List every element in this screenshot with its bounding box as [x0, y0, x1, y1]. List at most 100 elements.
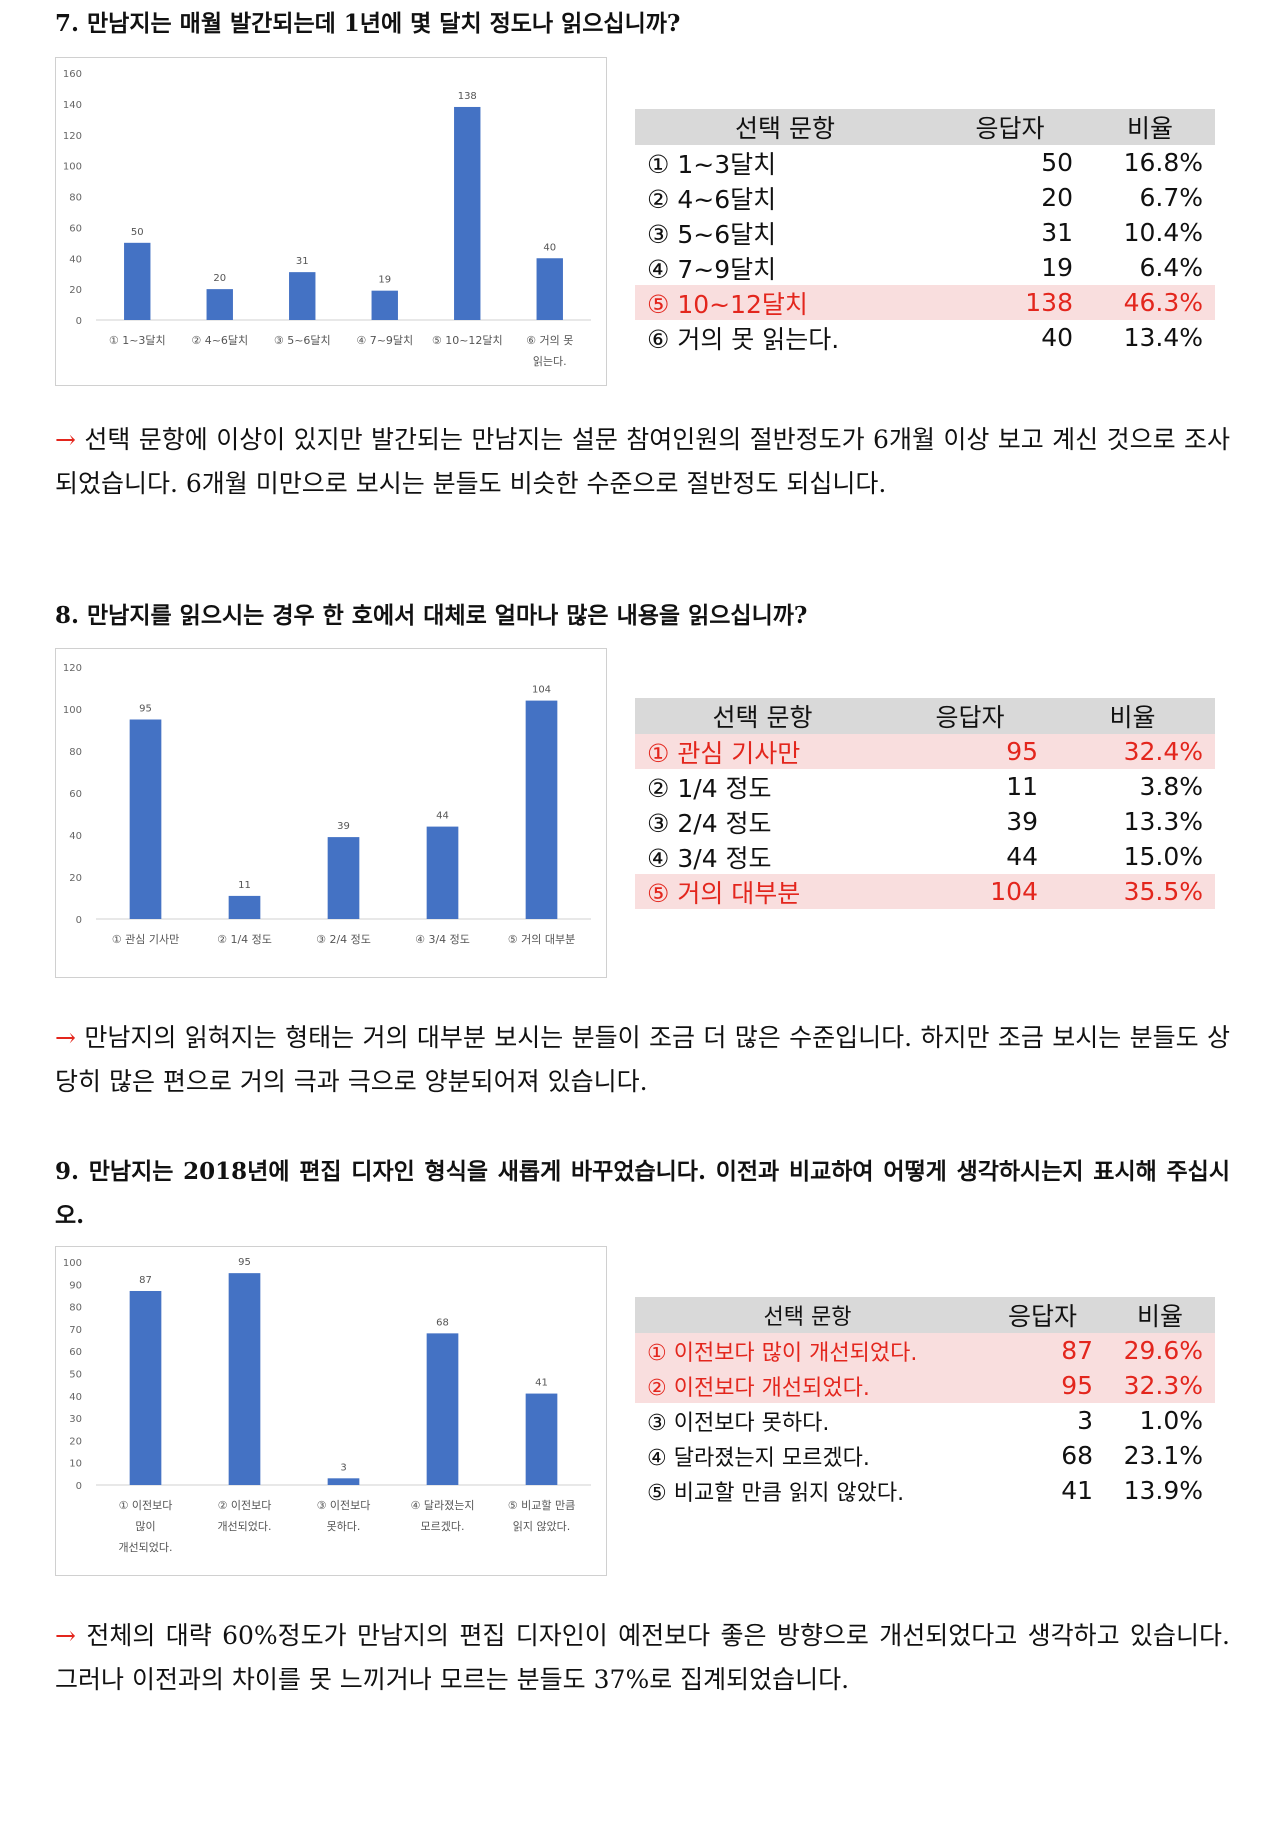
x-tick-label: ② 4~6달치	[191, 334, 248, 347]
row-count: 11	[1006, 772, 1038, 801]
y-tick-label: 40	[69, 831, 82, 842]
row-count: 44	[1006, 842, 1038, 871]
table-header: 선택 문항 응답자 비율	[635, 698, 1215, 734]
bar	[426, 1333, 459, 1485]
row-option: ② 4~6달치	[647, 184, 777, 214]
row-ratio: 1.0%	[1139, 1406, 1203, 1435]
x-tick-label: 개선되었다.	[118, 1541, 172, 1554]
question-7-table: 선택 문항 응답자 비율 ① 1~3달치 50 16.8% ② 4~6달치 20 6.7% ③ 5…	[635, 109, 1215, 355]
data-label: 20	[213, 273, 226, 284]
y-tick-label: 140	[63, 100, 82, 111]
row-option: ⑥ 거의 못 읽는다.	[647, 324, 840, 354]
question-7-comment: → 선택 문항에 이상이 있지만 발간되는 만남지는 설문 참여인원의 절반정도…	[55, 418, 1230, 506]
bar	[327, 837, 360, 919]
data-label: 95	[139, 704, 152, 715]
data-label: 95	[238, 1257, 251, 1268]
header-count: 응답자	[1007, 1302, 1077, 1331]
y-tick-label: 100	[63, 1258, 82, 1269]
row-option: ① 1~3달치	[647, 149, 777, 179]
header-ratio: 비율	[1136, 1302, 1183, 1331]
table-row: ② 이전보다 개선되었다. 95 32.3%	[635, 1368, 1215, 1403]
x-tick-label: ④ 3/4 정도	[415, 933, 470, 946]
y-tick-label: 40	[69, 1392, 82, 1403]
bar	[206, 289, 233, 320]
row-count: 19	[1041, 253, 1073, 282]
x-tick-label: ③ 이전보다	[317, 1499, 371, 1512]
y-tick-label: 0	[76, 1481, 82, 1492]
x-tick-label: 읽는다.	[533, 355, 567, 368]
y-tick-label: 80	[69, 1303, 82, 1314]
row-ratio: 13.9%	[1123, 1476, 1203, 1505]
bar	[525, 1393, 558, 1485]
question-7-chart: 0 20 40 60 80 100 120 140 160 50 ① 1~3달치 20 ② 4~6달치 3…	[55, 57, 607, 386]
question-9-chart: 0 10 20 30 40 50 60 70 80 90 100 87 ① 이전보다 많이 개선되었다. 95…	[55, 1246, 607, 1576]
x-tick-label: ① 1~3달치	[109, 334, 166, 347]
row-ratio: 6.4%	[1139, 253, 1203, 282]
table-row: ③ 5~6달치 31 10.4%	[635, 215, 1215, 250]
bar	[124, 242, 151, 320]
row-count: 20	[1041, 183, 1073, 212]
y-tick-label: 80	[69, 193, 82, 204]
y-tick-label: 160	[63, 69, 82, 80]
y-tick-label: 120	[63, 131, 82, 142]
y-tick-label: 20	[69, 1436, 82, 1447]
row-ratio: 13.4%	[1123, 323, 1203, 352]
y-tick-label: 10	[69, 1459, 82, 1470]
y-tick-label: 20	[69, 285, 82, 296]
data-label: 138	[458, 91, 477, 102]
row-option: ① 이전보다 많이 개선되었다.	[647, 1340, 918, 1366]
row-option: ③ 이전보다 못하다.	[647, 1410, 830, 1436]
row-count: 39	[1006, 807, 1038, 836]
bar	[228, 1273, 261, 1485]
x-tick-label: 많이	[135, 1520, 155, 1533]
row-count: 41	[1061, 1476, 1093, 1505]
row-option: ② 이전보다 개선되었다.	[647, 1375, 870, 1401]
x-tick-label: ② 1/4 정도	[217, 933, 272, 946]
x-tick-label: ② 이전보다	[218, 1499, 272, 1512]
bar	[129, 1290, 162, 1485]
row-ratio: 10.4%	[1123, 218, 1203, 247]
y-tick-label: 30	[69, 1414, 82, 1425]
header-option: 선택 문항	[712, 703, 813, 732]
row-option: ② 1/4 정도	[647, 773, 772, 803]
row-ratio: 32.3%	[1123, 1371, 1203, 1400]
y-tick-label: 0	[76, 316, 82, 327]
row-ratio: 3.8%	[1139, 772, 1203, 801]
table-row: ① 관심 기사만 95 32.4%	[635, 734, 1215, 769]
table-header: 선택 문항 응답자 비율	[635, 109, 1215, 145]
comment-text: 선택 문항에 이상이 있지만 발간되는 만남지는 설문 참여인원의 절반정도가 …	[55, 425, 1231, 498]
row-count: 95	[1061, 1371, 1093, 1400]
row-count: 31	[1041, 218, 1073, 247]
data-label: 50	[131, 227, 144, 238]
row-option: ③ 2/4 정도	[647, 808, 772, 838]
red-arrow-icon: →	[55, 1621, 76, 1650]
row-count: 68	[1061, 1441, 1093, 1470]
y-tick-label: 60	[69, 1347, 82, 1358]
table-row: ⑥ 거의 못 읽는다. 40 13.4%	[635, 320, 1215, 355]
row-ratio: 15.0%	[1123, 842, 1203, 871]
x-tick-label: 개선되었다.	[217, 1520, 271, 1533]
row-option: ④ 7~9달치	[647, 254, 777, 284]
row-count: 3	[1077, 1406, 1093, 1435]
question-9-title: 9. 만남지는 2018년에 편집 디자인 형식을 새롭게 바꾸었습니다. 이전…	[55, 1158, 1230, 1229]
table-row: ① 1~3달치 50 16.8%	[635, 145, 1215, 180]
x-tick-label: 읽지 않았다.	[513, 1520, 571, 1533]
data-label: 3	[340, 1462, 346, 1473]
y-tick-label: 0	[76, 915, 82, 926]
row-option: ① 관심 기사만	[647, 738, 801, 768]
x-tick-label: ⑥ 거의 못	[526, 334, 573, 347]
row-count: 138	[1025, 288, 1073, 317]
x-tick-label: ① 관심 기사만	[112, 933, 179, 946]
x-tick-label: ① 이전보다	[119, 1499, 173, 1512]
row-option: ④ 3/4 정도	[647, 843, 772, 873]
bar	[525, 700, 558, 919]
question-9-comment: → 전체의 대략 60%정도가 만남지의 편집 디자인이 예전보다 좋은 방향으…	[55, 1614, 1230, 1702]
y-tick-label: 60	[69, 789, 82, 800]
bar	[454, 106, 481, 321]
question-7-bar-chart: 0 20 40 60 80 100 120 140 160 50 ① 1~3달치 20 ② 4~6달치 3…	[63, 69, 591, 368]
data-label: 104	[532, 685, 551, 696]
row-ratio: 23.1%	[1123, 1441, 1203, 1470]
row-count: 50	[1041, 148, 1073, 177]
header-ratio: 비율	[1126, 114, 1173, 143]
comment-text: 만남지의 읽혀지는 형태는 거의 대부분 보시는 분들이 조금 더 많은 수준입…	[55, 1023, 1231, 1096]
